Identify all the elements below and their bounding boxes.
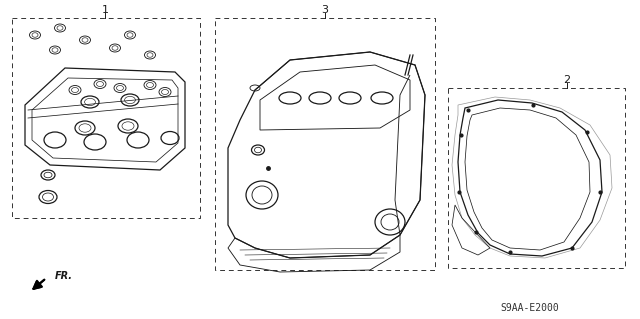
Text: FR.: FR.	[54, 271, 72, 281]
Text: 2: 2	[563, 75, 571, 85]
Text: 1: 1	[102, 5, 109, 15]
Text: S9AA-E2000: S9AA-E2000	[500, 303, 559, 313]
Text: 3: 3	[321, 5, 328, 15]
